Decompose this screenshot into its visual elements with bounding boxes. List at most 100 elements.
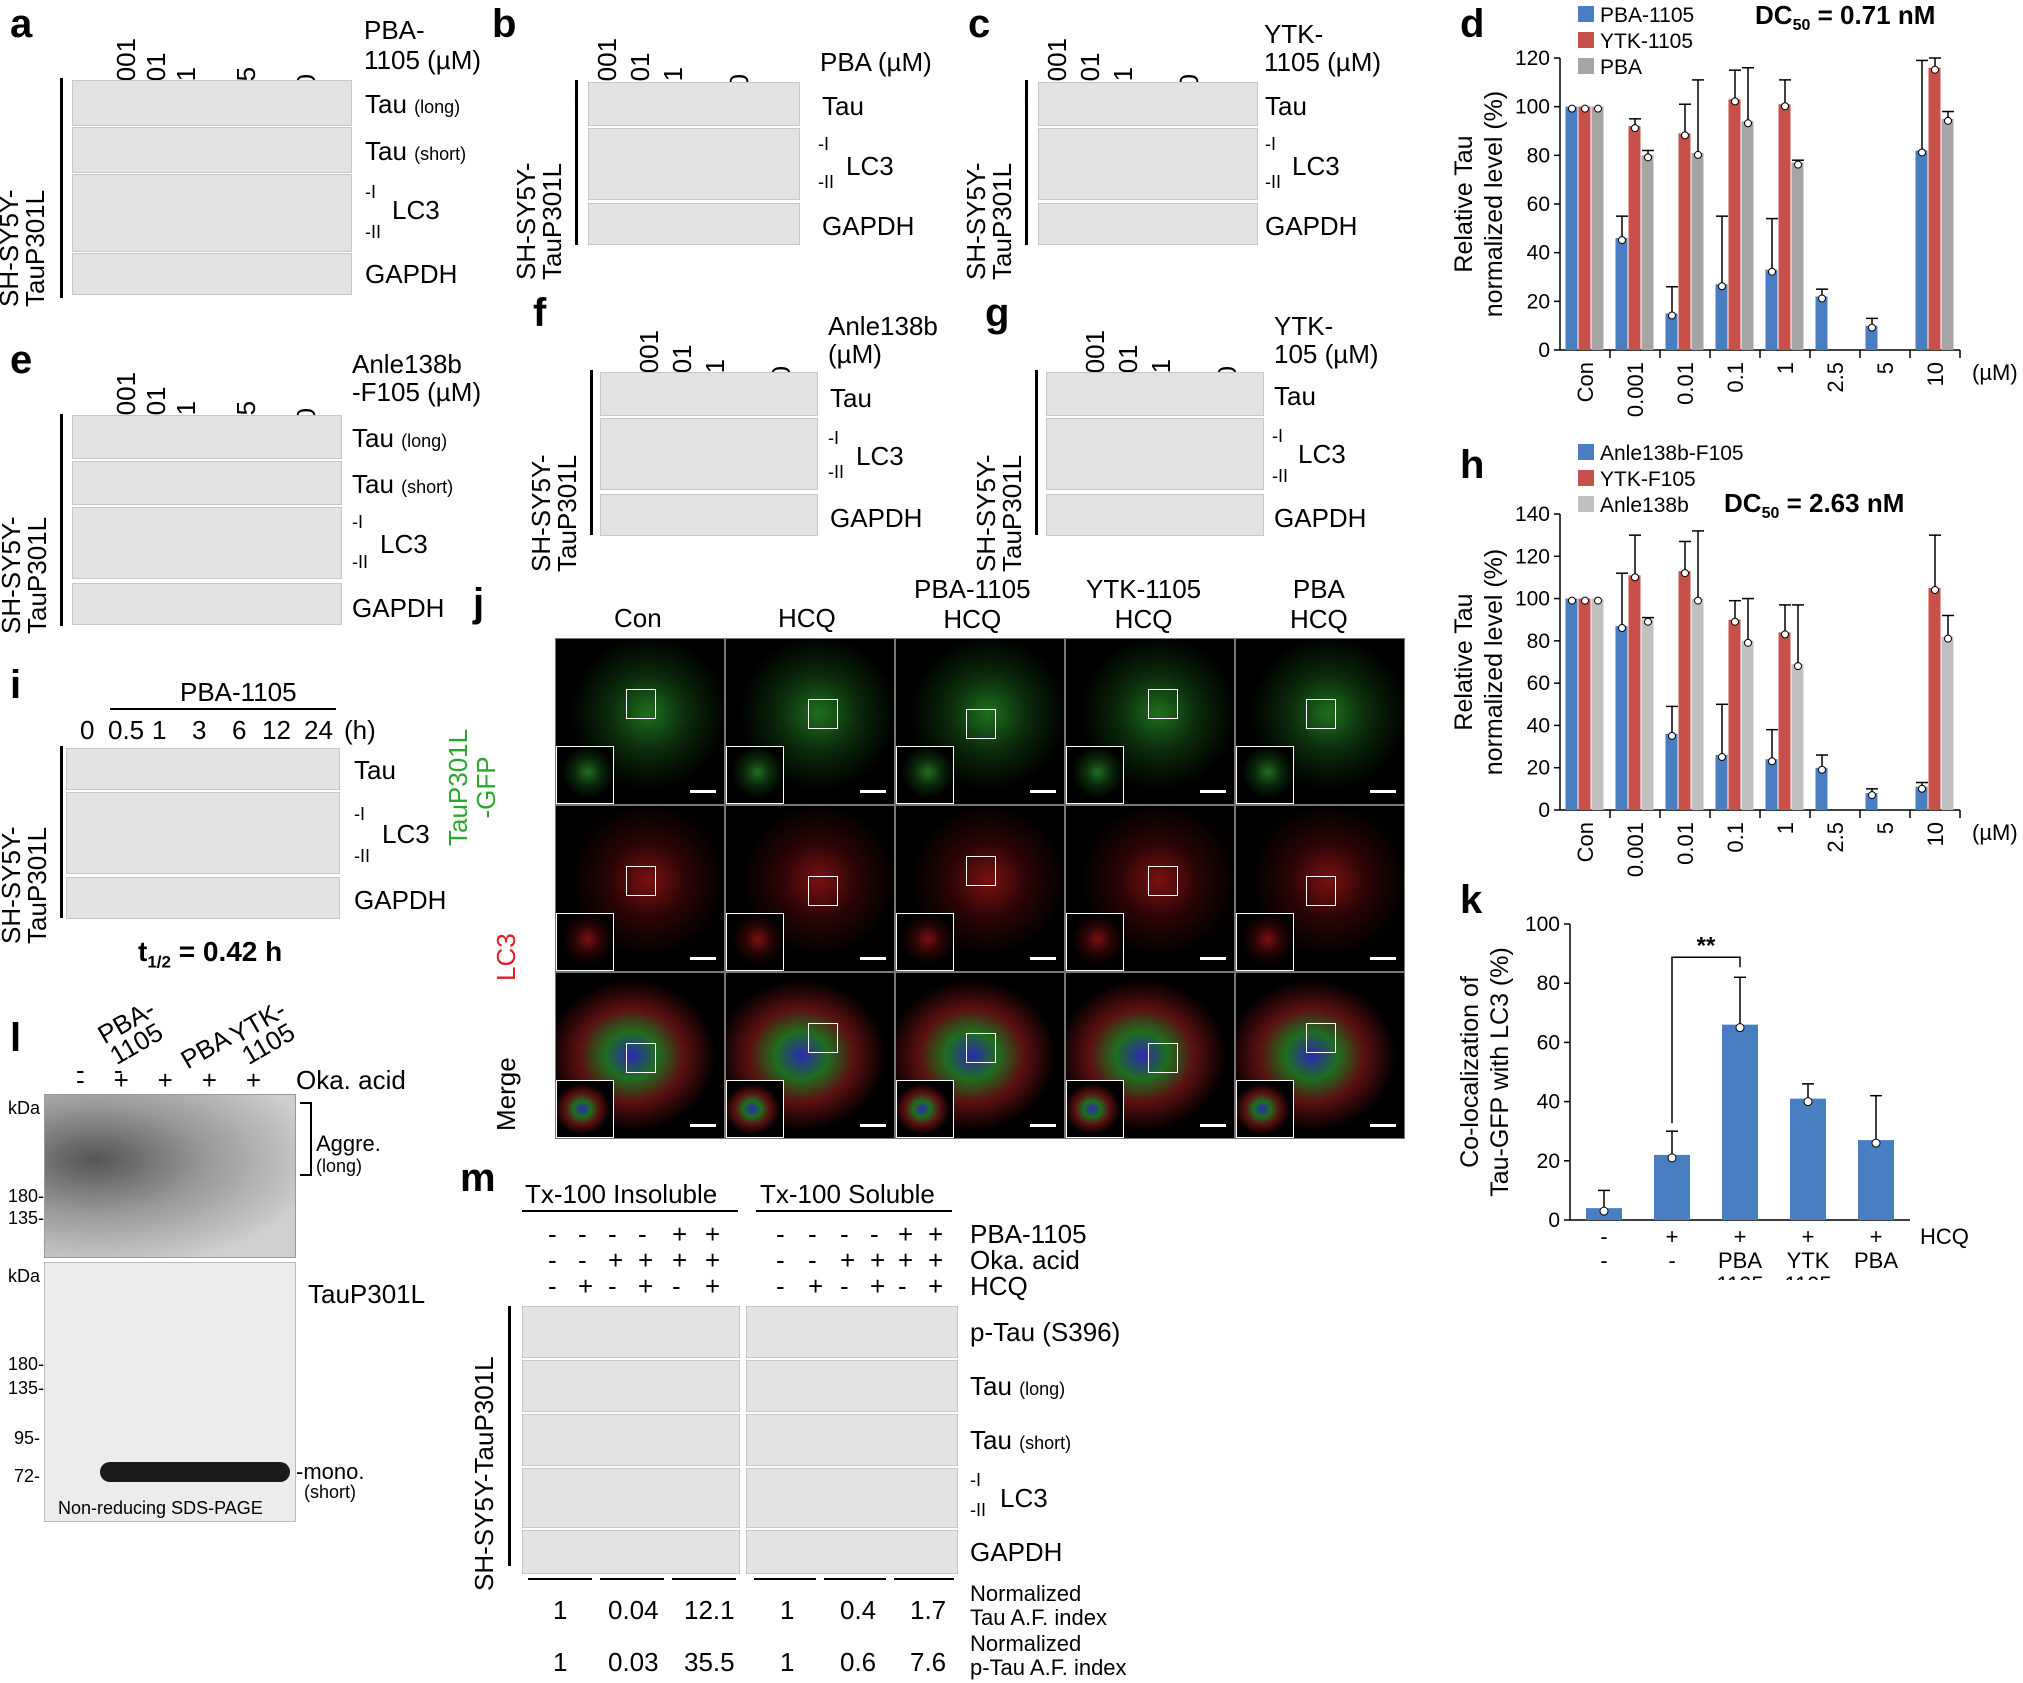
label-lc3: LC3 — [1000, 1483, 1048, 1513]
treatment-sign: - — [672, 1271, 681, 1301]
zoom-inset — [726, 913, 784, 971]
chart-k: 0 20 40 60 80 100 Co-localization ofTau-GFP wi… — [1456, 913, 1969, 1280]
zoom-inset — [1236, 1080, 1294, 1138]
panel-letter-e: e — [10, 338, 33, 382]
label-tau-long: Tau (long) — [970, 1371, 1066, 1401]
roi-box — [1148, 866, 1178, 896]
treatment-sign: - — [548, 1271, 557, 1301]
data-point — [1803, 1097, 1813, 1107]
x-tick-label: 1 — [1773, 362, 1798, 374]
label-gapdh: GAPDH — [822, 211, 915, 241]
treatment-sign: - — [608, 1271, 617, 1301]
blot-gapdh — [72, 253, 352, 295]
treatment-sign: + — [578, 1271, 594, 1301]
label-tau: Tau — [354, 755, 396, 785]
zoom-inset — [896, 1080, 954, 1138]
label-lc3-I: -I — [1265, 134, 1276, 154]
treatment-sign: + — [705, 1245, 721, 1275]
zoom-inset — [726, 746, 784, 804]
panel-letter-f: f — [533, 291, 547, 335]
label-lc3: LC3 — [380, 529, 428, 559]
x-tick-label: 1 — [1773, 822, 1798, 834]
bar — [1941, 636, 1954, 810]
micrograph-gfp-2 — [725, 638, 895, 805]
data-point — [1618, 624, 1626, 633]
micrograph-merge-1 — [555, 972, 725, 1139]
x-unit: (µM) — [1972, 360, 2018, 385]
legend-label: Anle138b-F105 — [1600, 442, 1744, 465]
data-point — [1568, 596, 1576, 605]
treatment-label: (µM) — [828, 339, 882, 369]
x-tick-label: 0.001 — [1623, 362, 1648, 417]
roi-box — [808, 699, 838, 729]
bracket-line — [508, 1306, 511, 1566]
bar — [1591, 106, 1604, 351]
ptau-af-value: 35.5 — [684, 1647, 735, 1677]
treatment-sign: - — [548, 1245, 557, 1275]
treatment-sign: + — [672, 1219, 688, 1249]
legend-swatch — [1578, 496, 1594, 512]
bar — [1715, 284, 1728, 350]
x-tick-label: PBA — [1854, 1248, 1898, 1273]
label-lc3-II: -II — [1265, 172, 1281, 192]
drug-bracket — [110, 708, 336, 710]
data-point — [1744, 638, 1752, 647]
bar — [1791, 664, 1804, 810]
label-lc3-I: -I — [818, 134, 829, 154]
bracket-line — [1025, 80, 1028, 245]
blot-gapdh — [1046, 494, 1264, 536]
cell-line-label: SH-SY5Y-TauP301L — [469, 1356, 499, 1591]
time-label: 0 — [80, 715, 95, 745]
x-tick-label: YTK — [1787, 1248, 1830, 1273]
time-label: 1 — [152, 715, 167, 745]
label-lc3-I: -I — [970, 1470, 981, 1490]
insoluble-label: Tx-100 Insoluble — [525, 1179, 718, 1209]
bar — [1778, 632, 1791, 810]
data-point — [1768, 757, 1776, 766]
label-lc3: LC3 — [856, 441, 904, 471]
legend-label: PBA-1105 — [1600, 4, 1694, 27]
label-tau-short: Tau (short) — [970, 1425, 1072, 1455]
treatment-sign: + — [928, 1245, 944, 1275]
marker: 95- — [14, 1428, 41, 1448]
zoom-inset — [896, 913, 954, 971]
data-point — [1631, 124, 1639, 133]
micrograph-merge-5 — [1235, 972, 1405, 1139]
treatment-sign: - — [808, 1245, 817, 1275]
micrograph-gfp-5 — [1235, 638, 1405, 805]
data-point — [1918, 784, 1926, 793]
ptau-af-value: 1 — [780, 1647, 795, 1677]
roi-box — [966, 856, 996, 886]
treatment-sign: - — [870, 1219, 879, 1249]
treatment-sign: + — [898, 1219, 914, 1249]
scale-bar — [1200, 790, 1226, 793]
ptau-af-value: 7.6 — [910, 1647, 947, 1677]
legend-label: YTK-1105 — [1600, 30, 1693, 53]
panel-letter-g: g — [985, 291, 1010, 335]
data-point — [1818, 294, 1826, 303]
panel-letter-i: i — [10, 663, 22, 707]
bracket-line — [590, 370, 593, 535]
data-point — [1568, 104, 1576, 113]
cell-line-label: SH-SY5Y-TauP301L — [961, 162, 1017, 280]
bar — [1665, 733, 1678, 810]
ptau-af-value: 1 — [553, 1647, 568, 1677]
time-label: 6 — [232, 715, 247, 745]
blot-lc3 — [72, 174, 352, 252]
treatment-label: 1105 (µM) — [364, 45, 482, 75]
y-tick-label: 40 — [1527, 242, 1550, 265]
scale-bar — [1200, 957, 1226, 960]
data-point — [1781, 102, 1789, 111]
blot-lc3-sol — [746, 1468, 958, 1528]
data-point — [1594, 596, 1602, 605]
scale-bar — [1370, 957, 1396, 960]
cell-line-label: SH-SY5Y-TauP301L — [526, 454, 582, 572]
treatment-sign: - — [608, 1219, 617, 1249]
bar — [1741, 121, 1754, 351]
time-label: 0.5 — [108, 715, 145, 745]
chart-title: DC50 = 2.63 nM — [1724, 488, 1904, 522]
x-tick-label: 0.001 — [1623, 822, 1648, 877]
treatment-sign: - — [578, 1219, 587, 1249]
y-tick-label: 40 — [1527, 714, 1550, 737]
x-tick-label: 0.01 — [1673, 362, 1698, 405]
